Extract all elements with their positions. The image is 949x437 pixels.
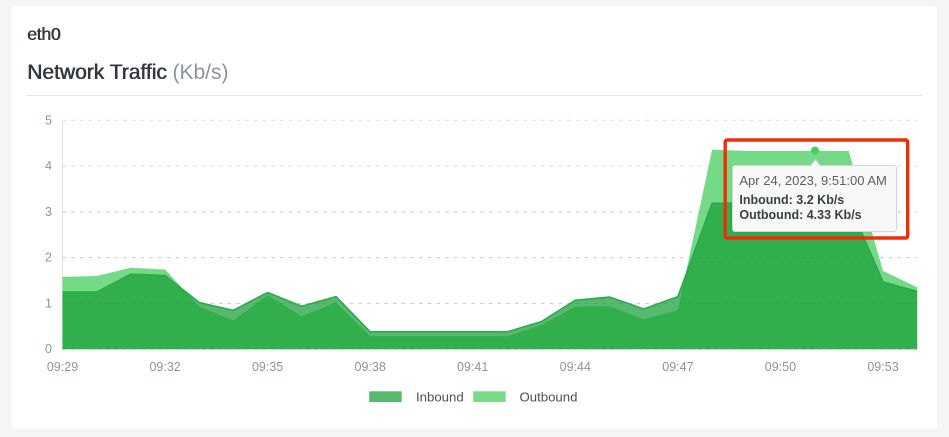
svg-text:09:38: 09:38 xyxy=(355,360,386,374)
svg-text:09:32: 09:32 xyxy=(149,360,180,374)
svg-text:0: 0 xyxy=(45,342,52,356)
svg-text:09:53: 09:53 xyxy=(867,360,898,374)
svg-text:1: 1 xyxy=(45,296,52,310)
svg-text:Outbound: Outbound xyxy=(520,390,578,405)
svg-text:09:41: 09:41 xyxy=(457,360,488,374)
svg-text:4: 4 xyxy=(45,159,52,173)
svg-text:09:47: 09:47 xyxy=(662,360,693,374)
svg-text:5: 5 xyxy=(45,113,52,127)
svg-text:3: 3 xyxy=(45,205,52,219)
svg-text:09:50: 09:50 xyxy=(765,360,796,374)
svg-text:2: 2 xyxy=(45,251,52,265)
svg-text:09:44: 09:44 xyxy=(560,360,591,374)
svg-text:09:29: 09:29 xyxy=(47,360,78,374)
svg-text:09:35: 09:35 xyxy=(252,360,283,374)
svg-text:Inbound: Inbound xyxy=(416,390,464,405)
